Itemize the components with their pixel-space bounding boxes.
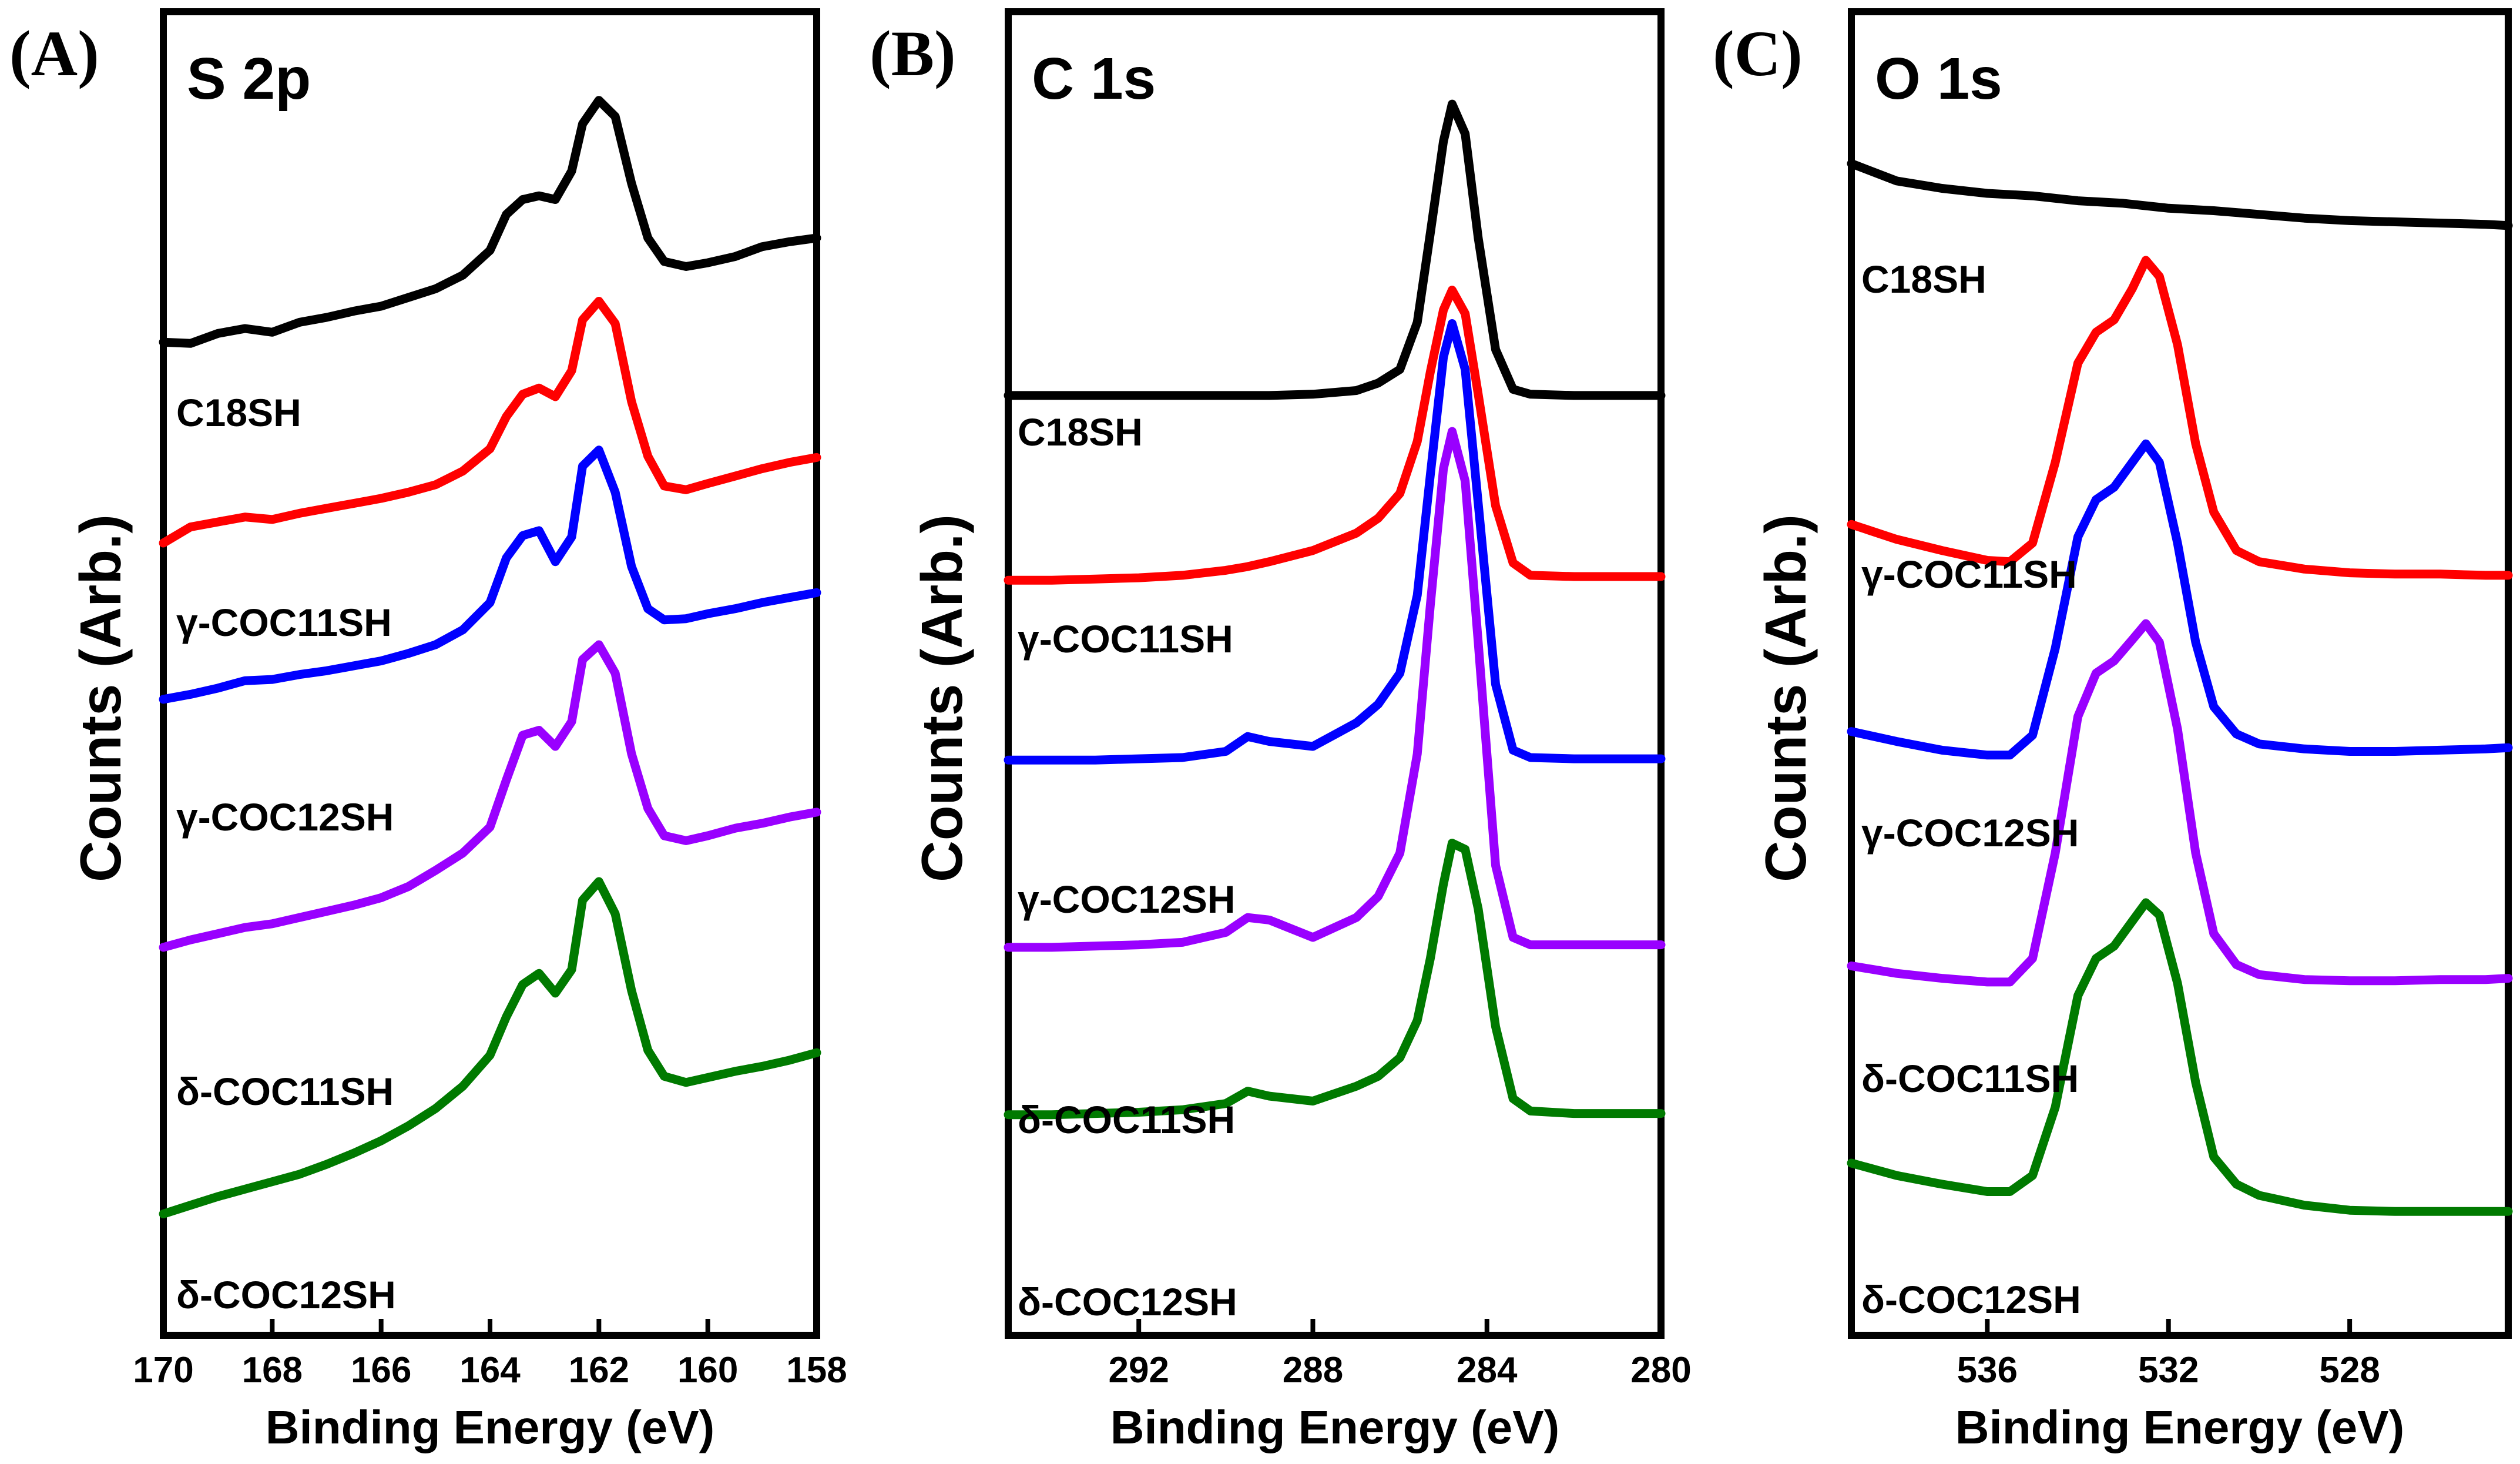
panel-title-c: O 1s [1875,46,2002,112]
traces-c [1847,159,2513,1216]
series-line-gamma-coc11sh [1004,286,1666,585]
panel-a: (A) Counts (Arb.) S 2p 170 168 166 164 162 16… [9,8,847,1453]
x-tick-label: 160 [677,1350,738,1391]
panel-title-b: C 1s [1032,46,1156,112]
x-tick-label: 288 [1283,1350,1343,1391]
plot-frame-a [160,8,820,1339]
panel-letter-a: (A) [9,18,99,89]
x-tick-label: 528 [2319,1350,2380,1391]
series-label-gamma-coc11sh-c: γ-COC11SH [1861,552,2077,596]
panel-letter-c: (C) [1713,18,1803,89]
panel-title-a: S 2p [187,46,311,112]
series-line-delta-coc12sh [1004,839,1666,1120]
panel-c: (C) Counts (Arb.) O 1s 536 532 528 C18SH γ… [1713,8,2513,1453]
x-tick-label: 280 [1630,1350,1691,1391]
x-ticks-a: 170 168 166 164 162 160 158 [133,1319,847,1391]
series-line-delta-coc11sh [1847,619,2513,987]
x-tick-label: 536 [1957,1350,2018,1391]
series-label-gamma-coc11sh-a: γ-COC11SH [176,601,392,644]
plot-frame-b [1005,8,1665,1339]
x-ticks-c: 536 532 528 [1957,1319,2380,1391]
plot-frame-c [1848,8,2512,1339]
x-tick-label: 292 [1108,1350,1169,1391]
series-label-gamma-coc12sh-c: γ-COC12SH [1861,811,2079,855]
x-tick-label: 168 [242,1350,303,1391]
traces-b [1004,99,1666,1120]
x-tick-label: 284 [1457,1350,1518,1391]
series-label-c18sh-b: C18SH [1018,410,1143,454]
series-line-delta-coc12sh [159,877,821,1218]
series-line-c18sh [1004,99,1666,400]
series-label-c18sh-a: C18SH [176,391,301,434]
series-label-delta-coc11sh-a: δ-COC11SH [176,1070,394,1113]
series-line-gamma-coc12sh [1847,439,2513,760]
y-axis-label-a: Counts (Arb.) [68,514,133,882]
x-ticks-b: 292 288 284 280 [1108,1319,1692,1391]
series-line-gamma-coc12sh [1004,319,1666,765]
x-tick-label: 162 [569,1350,629,1391]
series-line-delta-coc12sh [1847,898,2513,1216]
y-axis-label-c: Counts (Arb.) [1753,514,1818,882]
series-label-delta-coc11sh-c: δ-COC11SH [1861,1057,2079,1100]
series-label-delta-coc11sh-b: δ-COC11SH [1018,1098,1235,1141]
x-tick-label: 166 [351,1350,411,1391]
x-tick-label: 158 [786,1350,847,1391]
x-tick-label: 532 [2138,1350,2199,1391]
traces-a [159,96,821,1218]
series-label-delta-coc12sh-b: δ-COC12SH [1018,1280,1237,1324]
panel-letter-b: (B) [870,18,956,89]
x-axis-label-b: Binding Energy (eV) [1110,1401,1560,1453]
series-label-gamma-coc12sh-b: γ-COC12SH [1018,877,1235,921]
y-axis-label-b: Counts (Arb.) [910,514,974,882]
series-label-gamma-coc12sh-a: γ-COC12SH [176,795,394,839]
series-line-delta-coc11sh [1004,427,1666,952]
panel-b: (B) Counts (Arb.) C 1s 292 288 284 280 C18S… [870,8,1692,1453]
series-line-gamma-coc11sh [159,297,821,548]
series-label-gamma-coc11sh-b: γ-COC11SH [1018,617,1233,661]
series-line-c18sh [159,96,821,348]
x-tick-label: 164 [459,1350,521,1391]
x-axis-label-a: Binding Energy (eV) [266,1401,715,1453]
x-tick-label: 170 [133,1350,193,1391]
x-axis-label-c: Binding Energy (eV) [1955,1401,2405,1453]
series-label-delta-coc12sh-a: δ-COC12SH [176,1273,396,1316]
series-line-gamma-coc11sh [1847,256,2513,580]
series-label-c18sh-c: C18SH [1861,257,1987,301]
series-line-gamma-coc12sh [159,445,821,704]
series-line-delta-coc11sh [159,640,821,952]
series-line-c18sh [1847,159,2513,230]
series-label-delta-coc12sh-c: δ-COC12SH [1861,1278,2081,1321]
